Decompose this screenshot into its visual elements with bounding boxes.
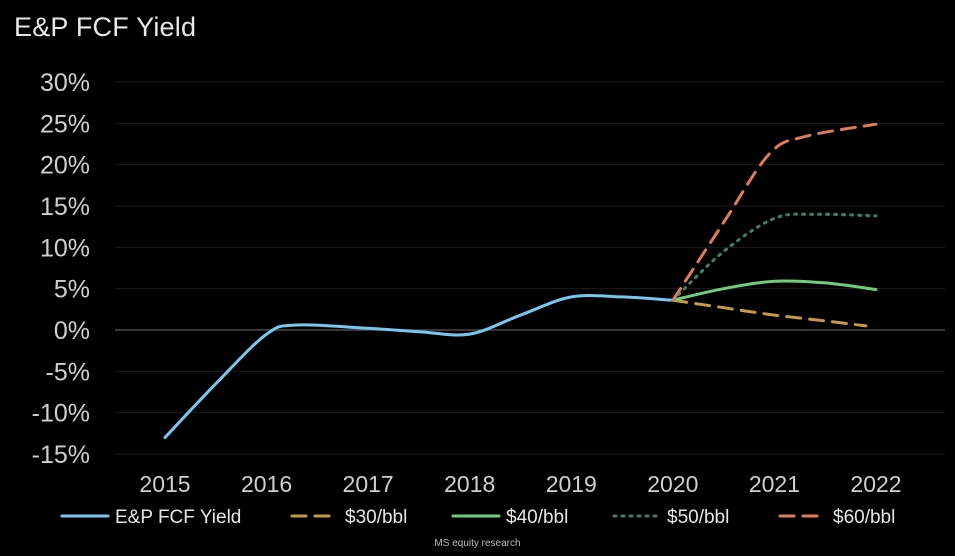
x-tick-label: 2015 (139, 471, 190, 497)
legend-label: E&P FCF Yield (115, 507, 241, 528)
y-axis-ticks: 30% 25% 20% 15% 10% 5% 0% -5% -10% -15% (32, 69, 90, 469)
series-line-30-bbl (671, 298, 868, 328)
grid-lines (115, 81, 945, 455)
y-tick-label: -10% (32, 400, 90, 428)
series-line-e-p-fcf-yield (163, 293, 675, 439)
x-tick-label: 2018 (444, 471, 495, 497)
y-tick-label: 20% (40, 152, 90, 180)
y-tick-label: 5% (54, 276, 90, 304)
y-tick-label: 15% (40, 193, 90, 221)
legend-label: $60/bbl (833, 507, 895, 528)
legend-label: $40/bbl (506, 507, 568, 528)
series-line-40-bbl (671, 279, 878, 302)
series-lines (163, 122, 878, 439)
legend-label: $30/bbl (345, 507, 407, 528)
x-tick-label: 2021 (749, 471, 800, 497)
x-tick-label: 2022 (850, 471, 901, 497)
series-line-50-bbl (671, 212, 878, 302)
legend: E&P FCF Yield $30/bbl $40/bbl $50/bbl $60/bb… (60, 507, 895, 528)
x-tick-label: 2019 (546, 471, 597, 497)
y-tick-label: 0% (54, 317, 90, 345)
x-tick-label: 2017 (343, 471, 394, 497)
x-tick-label: 2016 (241, 471, 292, 497)
y-tick-label: -5% (46, 358, 90, 386)
y-tick-label: 25% (40, 110, 90, 138)
source-note: MS equity research (434, 538, 521, 549)
y-tick-label: -15% (32, 441, 90, 469)
y-tick-label: 30% (40, 69, 90, 97)
x-axis-ticks: 2015 2016 2017 2018 2019 2020 2021 2022 (139, 471, 901, 497)
legend-label: $50/bbl (667, 507, 729, 528)
y-tick-label: 10% (40, 234, 90, 262)
x-tick-label: 2020 (647, 471, 698, 497)
series-line-60-bbl (671, 122, 878, 302)
chart-title: E&P FCF Yield (14, 12, 197, 42)
